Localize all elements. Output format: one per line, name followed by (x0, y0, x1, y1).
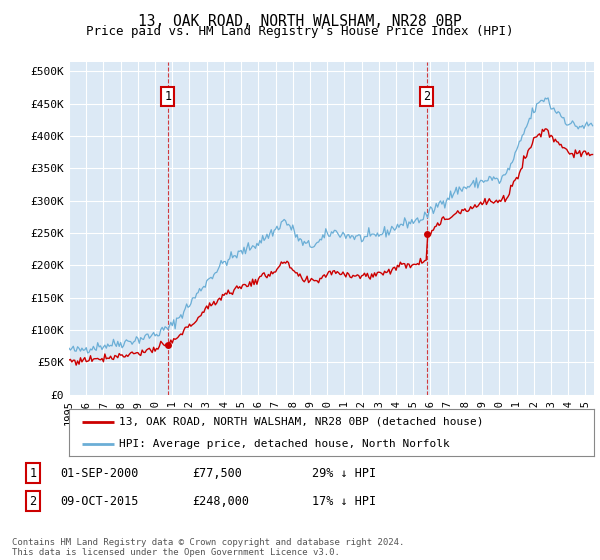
Text: 2: 2 (423, 90, 430, 103)
Text: 1: 1 (164, 90, 172, 103)
Text: £248,000: £248,000 (192, 494, 249, 508)
Text: 1: 1 (29, 466, 37, 480)
Text: 01-SEP-2000: 01-SEP-2000 (60, 466, 139, 480)
Text: 13, OAK ROAD, NORTH WALSHAM, NR28 0BP (detached house): 13, OAK ROAD, NORTH WALSHAM, NR28 0BP (d… (119, 417, 484, 427)
Text: £77,500: £77,500 (192, 466, 242, 480)
Text: 29% ↓ HPI: 29% ↓ HPI (312, 466, 376, 480)
Text: Price paid vs. HM Land Registry's House Price Index (HPI): Price paid vs. HM Land Registry's House … (86, 25, 514, 38)
Text: 13, OAK ROAD, NORTH WALSHAM, NR28 0BP: 13, OAK ROAD, NORTH WALSHAM, NR28 0BP (138, 14, 462, 29)
Text: Contains HM Land Registry data © Crown copyright and database right 2024.
This d: Contains HM Land Registry data © Crown c… (12, 538, 404, 557)
Text: 17% ↓ HPI: 17% ↓ HPI (312, 494, 376, 508)
Text: 2: 2 (29, 494, 37, 508)
Text: HPI: Average price, detached house, North Norfolk: HPI: Average price, detached house, Nort… (119, 438, 449, 449)
Text: 09-OCT-2015: 09-OCT-2015 (60, 494, 139, 508)
